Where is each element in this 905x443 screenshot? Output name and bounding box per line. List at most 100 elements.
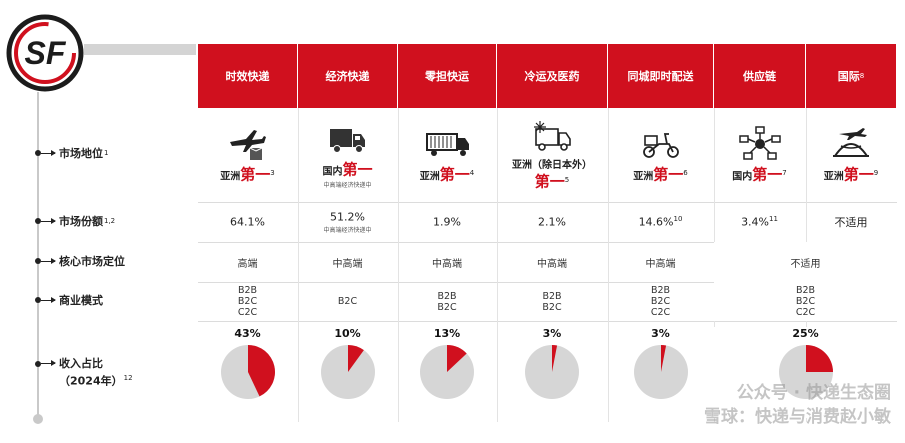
row-label-core-positioning: 核心市场定位 [32,253,125,269]
market-position-cell: 亚洲第一6 [608,108,713,202]
market-position-text: 国内第一7 [732,165,787,184]
market-share-note: 中高端经济快递中 [323,227,372,235]
business-model-item: B2B [237,285,258,296]
market-share-value: 3.4%11 [741,215,778,229]
business-model-item: B2C [650,296,671,307]
column-header-6: 国际 8 [806,44,896,108]
revenue-pct-label: 25% [792,327,819,340]
revenue-pie [778,345,833,399]
business-model-cell: B2C [298,282,397,321]
column-header-1: 经济快递 [298,44,397,108]
core-positioning-value: 不适用 [790,258,821,270]
revenue-pie [633,345,688,399]
row-divider [198,242,897,243]
column-divider [806,44,807,422]
core-positioning-cell: 不适用 [714,242,897,282]
row-label-market-share: 市场份额 1,2 [32,213,115,229]
business-model-cell: B2B B2C [497,282,607,321]
revenue-share-cell: 10% [298,327,397,418]
market-position-cell: 国内第一中高端经济快递中 [298,108,397,202]
row-divider [198,282,897,283]
market-position-note: 中高端经济快递中 [323,182,372,190]
market-share-cell: 64.1% [198,202,297,242]
core-positioning-cell: 高端 [198,242,297,282]
column-divider [398,44,399,422]
pie-slice [660,345,666,372]
market-share-value: 64.1% [230,215,265,229]
column-divider [298,44,299,422]
pie-slice [347,345,364,372]
market-position-cell: 亚洲第一3 [198,108,297,202]
business-model-cell: B2B B2C C2C [608,282,713,321]
watermark-line-1: 公众号 · 快递生态圈 [736,383,891,403]
column-divider [714,44,715,422]
core-positioning-cell: 中高端 [497,242,607,282]
revenue-share-cell: 13% [398,327,496,418]
column-divider [497,44,498,422]
column-divider [608,44,609,422]
revenue-share-cell: 43% [198,327,297,418]
svg-text:SF: SF [25,35,67,71]
revenue-pct-label: 10% [334,327,361,340]
revenue-pie [320,345,375,399]
timeline [37,92,39,418]
revenue-pie [420,345,474,399]
core-positioning-value: 中高端 [645,258,676,270]
header-bar [84,44,196,55]
business-model-item: B2C [437,301,457,313]
market-share-cell: 1.9% [398,202,496,242]
revenue-share-cell: 3% [608,327,713,418]
market-share-value: 1.9% [433,215,461,229]
globe-plane-icon [833,127,869,157]
row-label-business-model: 商业模式 [32,292,103,308]
business-model-item: C2C [795,307,816,318]
business-model-item: B2B [437,290,457,302]
market-share-cell: 2.1% [497,202,607,242]
market-position-cell: 亚洲第一9 [806,108,896,202]
market-position-text: 亚洲第一3 [220,165,275,184]
sf-logo-icon: SF [6,14,84,92]
column-header-4: 同城即时配送 [608,44,713,108]
column-header-2: 零担快运 [398,44,496,108]
market-share-cell: 14.6%10 [608,202,713,242]
row-divider [198,321,897,322]
core-positioning-value: 中高端 [332,258,363,270]
core-positioning-value: 中高端 [432,258,462,270]
pie-slice [247,345,275,397]
market-share-value: 2.1% [538,215,566,229]
market-share-value: 51.2% [330,210,365,224]
core-positioning-value: 高端 [237,258,258,270]
column-header-0: 时效快递 [198,44,297,108]
revenue-pie [220,345,275,399]
timeline-end-dot [33,414,43,424]
revenue-pct-label: 43% [234,327,261,340]
business-model-item: B2B [650,285,671,296]
market-position-cell: 亚洲第一4 [398,108,496,202]
market-position-text: 亚洲第一6 [633,165,688,184]
market-position-text: 国内第一 [322,160,373,179]
business-model-item: B2C [542,301,562,313]
business-model-cell: B2B B2C C2C [714,282,897,321]
revenue-pct-label: 3% [542,327,562,340]
market-share-cell: 不适用 [806,202,896,242]
business-model-item: C2C [650,307,671,318]
business-model-item: B2B [795,285,816,296]
pie-slice [447,345,467,372]
market-position-text: 亚洲第一4 [419,165,475,184]
column-header-3: 冷运及医药 [497,44,607,108]
market-position-cell: 国内第一7 [714,108,805,202]
market-position-cell: 亚洲（除日本外） 第一5 [497,108,607,202]
pie-slice [805,345,833,372]
core-positioning-cell: 中高端 [298,242,397,282]
scooter-icon [642,132,679,158]
market-position-text: 亚洲第一9 [823,165,879,184]
market-position-text: 亚洲（除日本外） 第一5 [512,159,592,191]
revenue-pie [525,345,579,399]
row-label-market-position: 市场地位 1 [32,145,108,161]
row-label-revenue-share: 收入占比 （2024年）12 [32,356,133,389]
market-share-value: 不适用 [834,216,868,229]
pie-slice [552,345,558,372]
revenue-share-cell: 3% [497,327,607,418]
revenue-pct-label: 3% [651,327,670,340]
business-model-item: B2B [542,290,562,302]
